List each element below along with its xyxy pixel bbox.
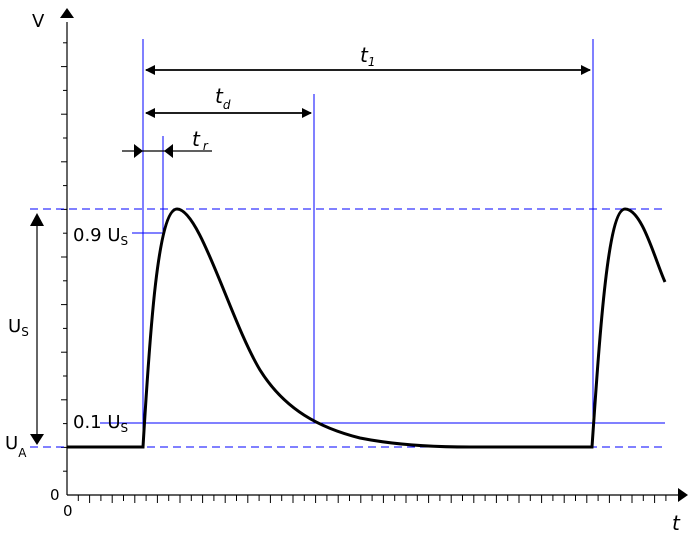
x-axis-arrow-icon xyxy=(678,488,688,502)
level-10-label: 0.1 US xyxy=(73,412,128,435)
y-origin-label: 0 xyxy=(50,486,60,504)
level-90-label: 0.9 US xyxy=(73,225,128,248)
y-axis-arrow-icon xyxy=(60,8,74,18)
y-axis-label: V xyxy=(32,11,45,32)
us-arrow-up-icon xyxy=(30,213,44,226)
us-label: US xyxy=(8,316,29,339)
signal-waveform xyxy=(67,207,667,449)
us-arrow-down-icon xyxy=(30,434,44,445)
tr-arrow-right-icon xyxy=(134,144,143,158)
x-origin-label: 0 xyxy=(63,502,73,520)
t1-label: t1 xyxy=(360,43,375,69)
tr-arrow-left-icon xyxy=(164,144,173,158)
ua-label: UA xyxy=(5,433,27,460)
axis-ticks xyxy=(61,42,667,503)
x-axis-label: t xyxy=(672,511,681,535)
td-label: td xyxy=(215,84,231,112)
